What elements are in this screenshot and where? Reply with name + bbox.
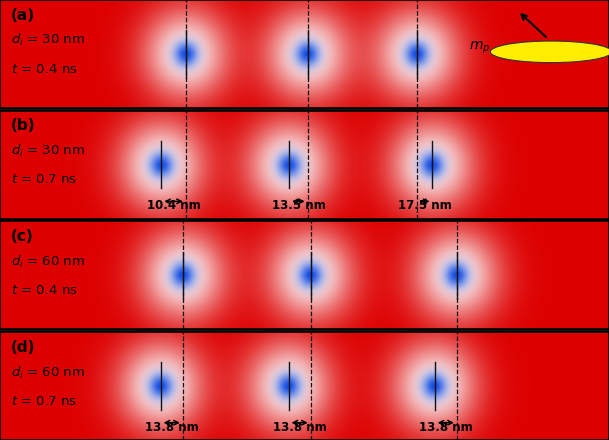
Text: $t$ = 0.7 ns: $t$ = 0.7 ns bbox=[11, 395, 77, 407]
Text: 17.5 nm: 17.5 nm bbox=[398, 199, 452, 212]
Text: $t$ = 0.4 ns: $t$ = 0.4 ns bbox=[11, 62, 77, 76]
Text: $d_i$ = 30 nm: $d_i$ = 30 nm bbox=[11, 33, 85, 48]
Text: (a): (a) bbox=[11, 7, 35, 22]
Text: $t$ = 0.4 ns: $t$ = 0.4 ns bbox=[11, 284, 77, 297]
Text: 13.8 nm: 13.8 nm bbox=[419, 421, 473, 433]
Text: $t$ = 0.7 ns: $t$ = 0.7 ns bbox=[11, 173, 77, 186]
Text: 13.8 nm: 13.8 nm bbox=[273, 421, 326, 433]
Text: (d): (d) bbox=[11, 340, 35, 355]
Text: 13.5 nm: 13.5 nm bbox=[272, 199, 325, 212]
Text: $d_i$ = 60 nm: $d_i$ = 60 nm bbox=[11, 364, 85, 381]
Text: $d_i$ = 30 nm: $d_i$ = 30 nm bbox=[11, 143, 85, 159]
Text: (c): (c) bbox=[11, 229, 33, 244]
Text: (b): (b) bbox=[11, 118, 35, 133]
Circle shape bbox=[490, 41, 609, 62]
Text: 13.8 nm: 13.8 nm bbox=[145, 421, 199, 433]
Text: 10.4 nm: 10.4 nm bbox=[147, 199, 200, 212]
Text: $d_i$ = 60 nm: $d_i$ = 60 nm bbox=[11, 254, 85, 270]
Text: $m_p$: $m_p$ bbox=[469, 39, 490, 55]
